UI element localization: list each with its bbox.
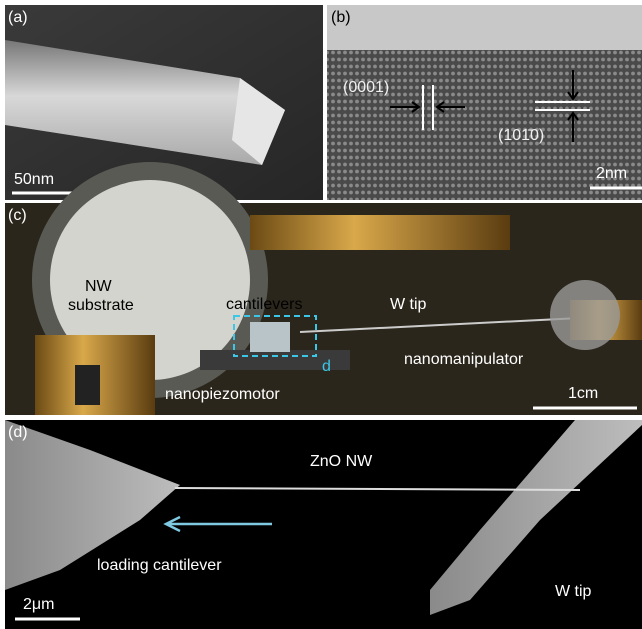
annotation: substrate [68,297,134,314]
annotation: (101̄0) [498,127,544,144]
annotation: ZnO NW [310,453,373,470]
cylinder-slot [75,365,100,405]
vacuum-region [327,5,642,50]
scale-label: 1cm [568,385,598,402]
panel-label: (a) [8,9,28,26]
annotation: nanopiezomotor [165,386,280,403]
panel-label: (d) [8,424,28,441]
scale-label: 2nm [596,165,627,182]
bracket [250,215,510,250]
annotation: (0001) [343,79,389,96]
panel-label: (c) [8,207,27,224]
scale-label: 2μm [23,596,54,613]
annotation: NW [85,278,113,295]
annotation: nanomanipulator [404,351,524,368]
figure: (a) 50nm (b) (0001) (101̄0) 2nm (c) NW [0,0,642,629]
panel-d: (d) ZnO NW loading cantilever W tip 2μm [5,420,642,629]
annotation: W tip [390,296,427,313]
annotation: loading cantilever [97,557,222,574]
panel-label: (b) [331,9,351,26]
foil [550,280,620,350]
scale-label: 50nm [14,171,54,188]
annotation: cantilevers [226,296,302,313]
annotation: d [322,358,331,375]
panel-b: (b) (0001) (101̄0) 2nm [327,5,642,200]
annotation: W tip [555,583,592,600]
cantilevers [250,322,290,352]
